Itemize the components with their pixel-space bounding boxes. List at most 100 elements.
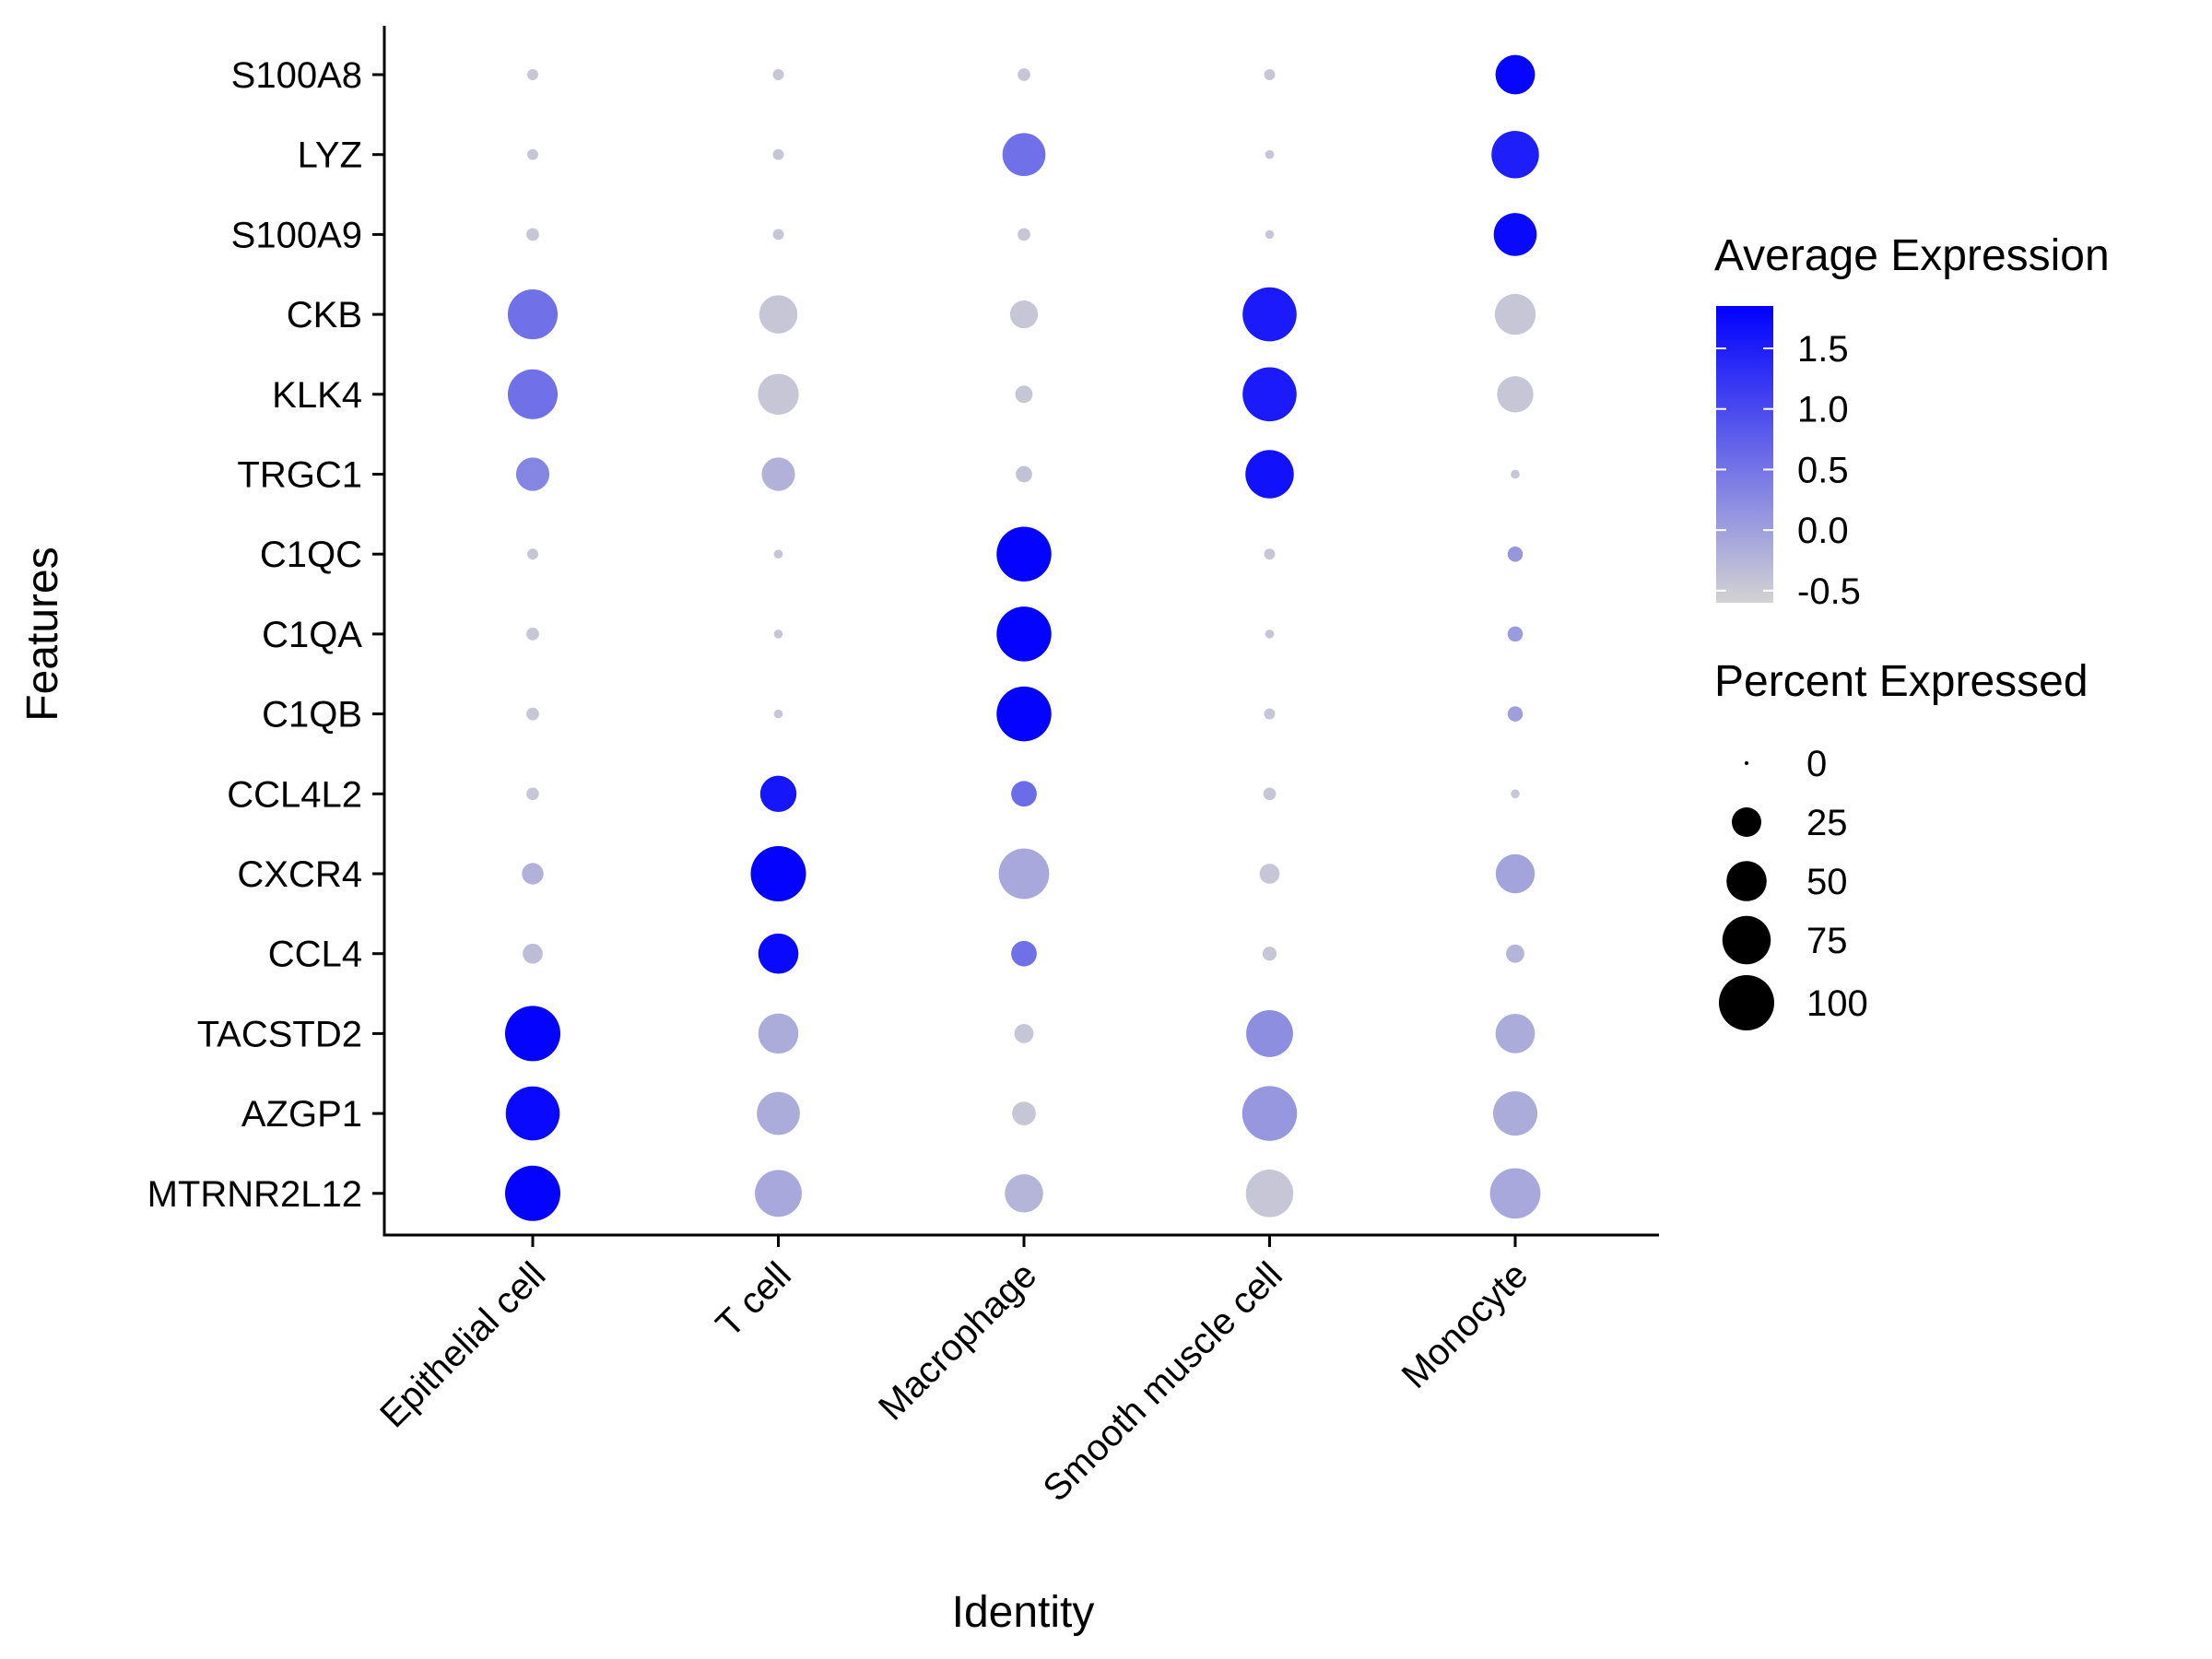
dot	[1493, 213, 1537, 256]
dot	[1012, 1101, 1036, 1125]
dot	[1242, 287, 1297, 342]
size-legend-title: Percent Expressed	[1714, 657, 2088, 706]
dot	[772, 148, 784, 160]
dot	[507, 369, 559, 419]
plot-area	[505, 54, 1541, 1221]
dot	[526, 228, 539, 241]
dot	[526, 628, 539, 641]
dot	[755, 1170, 802, 1218]
size-legend-label: 0	[1806, 744, 1827, 784]
dot	[507, 289, 559, 340]
dot	[772, 229, 784, 241]
dot	[1246, 1009, 1293, 1057]
dot	[773, 549, 783, 559]
colorbar-tick-label: 1.0	[1797, 390, 1849, 430]
dot	[773, 629, 783, 639]
colorbar-tick-label: 0.0	[1797, 511, 1849, 551]
dot	[773, 709, 783, 719]
x-tick-label: Epithelial cell	[372, 1254, 553, 1435]
dot	[1265, 149, 1275, 159]
size-legend-dot	[1726, 861, 1767, 901]
dot	[1495, 853, 1535, 894]
dot	[1511, 789, 1520, 799]
dot	[1507, 626, 1524, 642]
dot	[996, 526, 1052, 582]
dot	[1495, 54, 1535, 95]
dot	[1507, 546, 1524, 562]
dot	[1259, 864, 1280, 884]
y-axis: S100A8 LYZ S100A9 CKB KLK4 TRGC1 C1QC C1QA C1QB C…	[147, 26, 386, 1235]
dot	[1242, 367, 1297, 422]
y-tick-label: C1QB	[262, 695, 362, 735]
dot	[1492, 1091, 1538, 1136]
dot	[1489, 1168, 1541, 1219]
dot	[515, 457, 550, 491]
dot	[1245, 1170, 1294, 1218]
x-axis-title: Identity	[952, 1588, 1095, 1637]
size-legend-dot	[1745, 761, 1748, 765]
dot	[759, 295, 798, 334]
x-tick-label: Macrophage	[871, 1254, 1044, 1428]
color-legend: Average Expression 1.5 1.0 0.5 0.0 -0.5	[1714, 231, 2110, 612]
dot	[1009, 300, 1039, 329]
dot	[1264, 69, 1276, 80]
dot	[1495, 1014, 1535, 1053]
y-tick-label: AZGP1	[241, 1094, 362, 1135]
y-tick-label: KLK4	[272, 375, 362, 416]
dot	[1015, 385, 1033, 404]
dot	[505, 1006, 560, 1062]
dot	[1016, 465, 1032, 483]
y-tick-label: TACSTD2	[197, 1014, 362, 1054]
dot	[759, 775, 797, 813]
dot	[996, 606, 1052, 662]
size-legend: Percent Expressed 0 25 50 75 100	[1714, 657, 2088, 1030]
y-tick-label: CCL4	[268, 935, 362, 975]
dot	[505, 1086, 560, 1141]
dot	[758, 933, 799, 974]
dot	[505, 1165, 560, 1221]
size-legend-dot	[1722, 915, 1771, 965]
size-legend-dot	[1732, 807, 1761, 837]
dot	[1014, 1024, 1034, 1043]
dot	[1497, 376, 1534, 413]
dot	[1018, 68, 1030, 81]
dot	[1245, 450, 1294, 499]
dot	[761, 457, 795, 491]
dot	[758, 373, 799, 415]
dot	[523, 943, 543, 964]
y-tick-label: CCL4L2	[227, 774, 362, 815]
dot	[1241, 1086, 1298, 1141]
dot	[1002, 133, 1046, 177]
dot	[757, 1091, 800, 1135]
dot	[998, 848, 1050, 900]
dot	[526, 787, 539, 801]
dot	[1507, 706, 1524, 722]
dot	[772, 69, 784, 80]
y-tick-label: CXCR4	[237, 854, 362, 895]
colorbar-tick-label: 1.5	[1797, 329, 1849, 370]
dot	[1265, 629, 1275, 639]
dot	[758, 1013, 799, 1054]
x-tick-label: T cell	[709, 1254, 799, 1345]
dot	[750, 846, 806, 901]
dot	[1494, 293, 1536, 335]
size-legend-label: 25	[1806, 803, 1848, 843]
dot	[1265, 229, 1275, 240]
dot	[996, 686, 1052, 742]
dot	[1264, 708, 1276, 720]
dot	[1262, 947, 1277, 961]
y-tick-label: S100A8	[231, 55, 362, 96]
dot	[1511, 469, 1520, 479]
dot	[1011, 940, 1037, 967]
y-tick-label: MTRNR2L12	[147, 1174, 362, 1215]
colorbar-tick-label: -0.5	[1797, 571, 1861, 612]
dot	[1491, 130, 1539, 179]
size-legend-label: 50	[1806, 862, 1848, 902]
y-tick-label: TRGC1	[237, 455, 362, 496]
dot	[1011, 781, 1037, 807]
size-legend-dot	[1719, 975, 1774, 1030]
colorbar	[1716, 306, 1773, 603]
y-tick-label: C1QA	[262, 615, 362, 655]
